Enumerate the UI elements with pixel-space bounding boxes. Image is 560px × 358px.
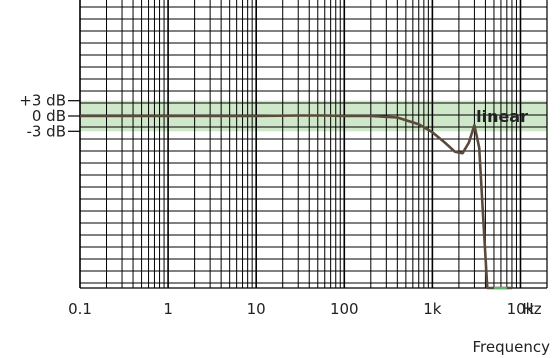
grid	[79, 0, 548, 289]
y-tick-label: 0 dB	[32, 107, 66, 125]
x-tick-label: 1k	[423, 300, 442, 318]
y-tick-labels: +3 dB0 dB-3 dB	[19, 92, 80, 140]
x-unit-label: Hz	[522, 300, 541, 318]
x-tick-label: 10k	[507, 300, 535, 318]
y-tick-label: +3 dB	[19, 92, 66, 110]
x-tick-label: 0.1	[68, 300, 92, 318]
x-tick-labels: 0.1 1 10 100 1k 10k	[68, 300, 535, 318]
band-label: linear	[476, 107, 528, 126]
x-axis-title: Frequency	[473, 338, 551, 356]
x-tick-label: 10	[247, 300, 266, 318]
y-tick-label: -3 dB	[26, 122, 66, 140]
x-tick-label: 1	[163, 300, 173, 318]
x-tick-label: 100	[330, 300, 359, 318]
series-lines	[80, 114, 512, 290]
